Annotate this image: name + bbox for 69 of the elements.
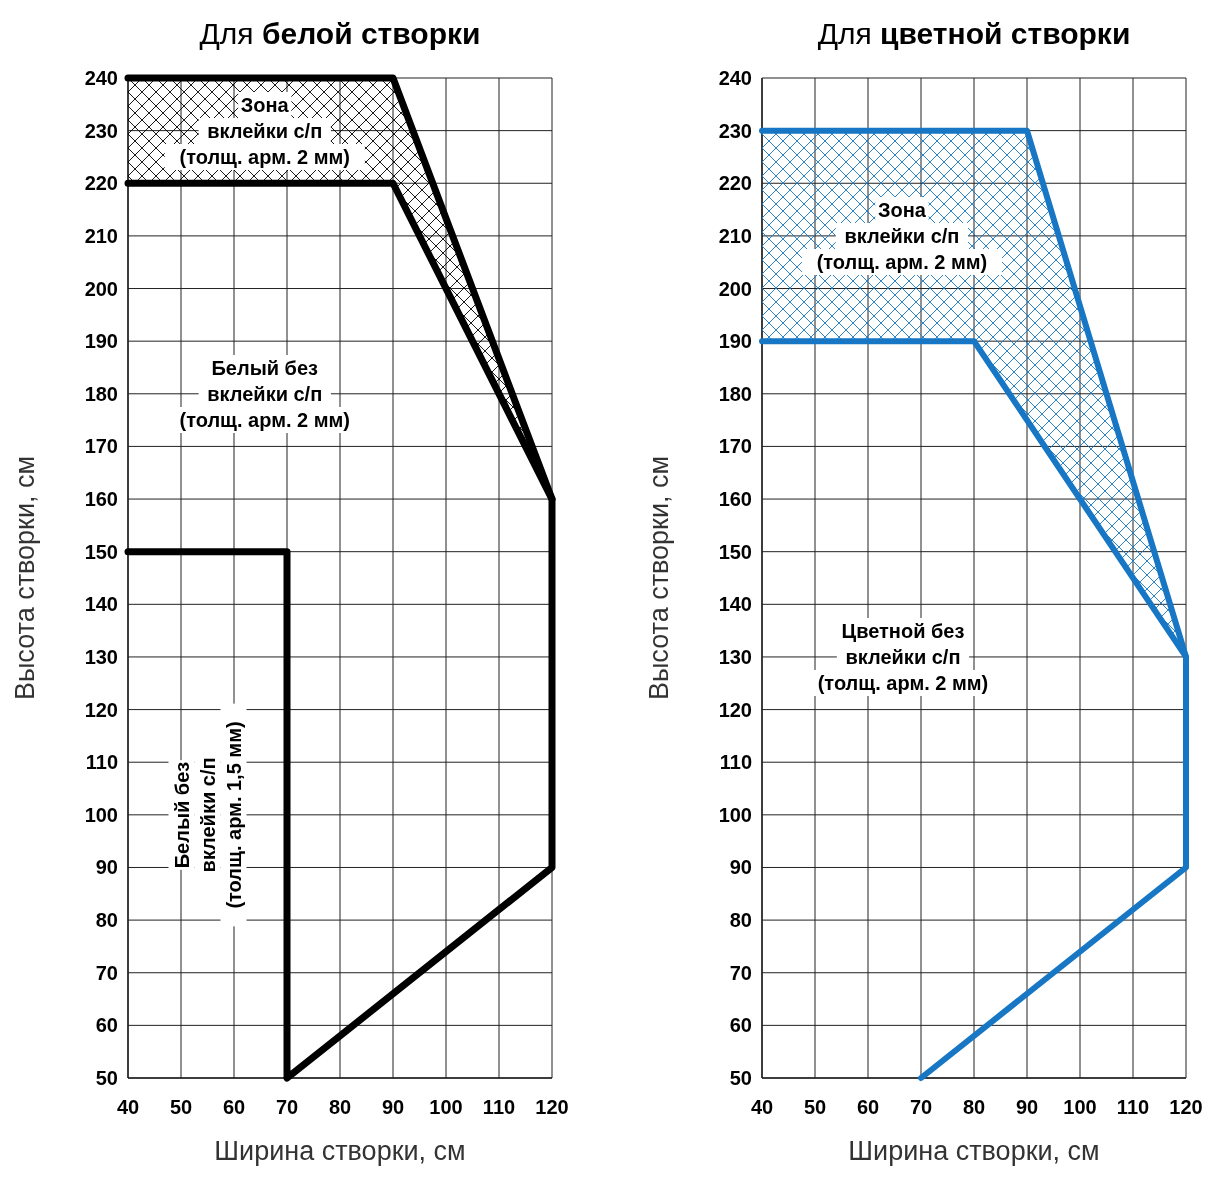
- y-tick-label: 60: [729, 1014, 752, 1037]
- x-tick-label: 80: [962, 1096, 986, 1118]
- y-tick-label: 230: [718, 119, 752, 142]
- x-tick-label: 50: [169, 1096, 193, 1118]
- x-tick-label: 60: [222, 1096, 246, 1118]
- annotation: Зона вклейки с/п (толщ. арм. 2 мм): [179, 94, 351, 168]
- x-tick-label: 70: [909, 1096, 933, 1118]
- x-axis-title: Ширина створки, см: [214, 1136, 466, 1166]
- x-tick-label: 110: [1116, 1096, 1150, 1118]
- annotation: Белый без вклейки с/п (толщ. арм. 1,5 мм): [170, 721, 245, 909]
- x-tick-label: 90: [381, 1096, 405, 1118]
- x-tick-label: 60: [856, 1096, 880, 1118]
- y-tick-label: 50: [95, 1067, 118, 1089]
- chart-title: Для цветной створки: [817, 17, 1131, 50]
- y-tick-label: 110: [85, 751, 118, 774]
- y-tick-label: 140: [718, 593, 752, 616]
- y-tick-label: 110: [719, 751, 752, 774]
- y-axis-title: Высота створки, см: [644, 455, 674, 701]
- y-axis-title: Высота створки, см: [10, 455, 40, 701]
- y-tick-label: 100: [84, 803, 118, 826]
- x-tick-label: 100: [1063, 1096, 1097, 1118]
- y-tick-label: 130: [718, 645, 752, 668]
- y-tick-label: 210: [84, 224, 118, 247]
- y-tick-label: 70: [729, 961, 752, 984]
- y-tick-label: 90: [95, 856, 118, 879]
- y-tick-label: 180: [718, 382, 752, 405]
- x-tick-label: 120: [1169, 1096, 1203, 1118]
- x-tick-label: 100: [429, 1096, 463, 1118]
- x-tick-label: 110: [482, 1096, 516, 1118]
- y-tick-label: 150: [84, 540, 118, 563]
- y-tick-label: 60: [95, 1014, 118, 1037]
- x-tick-label: 50: [803, 1096, 827, 1118]
- y-tick-label: 220: [718, 172, 752, 195]
- x-tick-label: 80: [328, 1096, 352, 1118]
- y-tick-label: 140: [84, 593, 118, 616]
- x-tick-label: 70: [275, 1096, 299, 1118]
- y-tick-label: 190: [84, 330, 118, 353]
- y-tick-label: 170: [718, 435, 752, 458]
- y-tick-label: 80: [95, 909, 118, 932]
- x-tick-label: 90: [1015, 1096, 1039, 1118]
- y-tick-label: 150: [718, 540, 752, 563]
- annotation: Цветной без вклейки с/п (толщ. арм. 2 мм): [817, 620, 989, 694]
- y-tick-label: 230: [84, 119, 118, 142]
- y-tick-label: 160: [718, 488, 752, 511]
- y-tick-label: 70: [95, 961, 118, 984]
- y-tick-label: 240: [718, 67, 752, 89]
- y-tick-label: 100: [718, 803, 752, 826]
- x-tick-label: 40: [750, 1096, 774, 1118]
- y-tick-label: 240: [84, 67, 118, 89]
- y-tick-label: 180: [84, 382, 118, 405]
- y-tick-label: 170: [84, 435, 118, 458]
- y-tick-label: 190: [718, 330, 752, 353]
- y-tick-label: 130: [84, 645, 118, 668]
- x-axis-title: Ширина створки, см: [848, 1136, 1100, 1166]
- y-tick-label: 220: [84, 172, 118, 195]
- y-tick-label: 210: [718, 224, 752, 247]
- y-tick-label: 200: [84, 277, 118, 300]
- annotation: Зона вклейки с/п (толщ. арм. 2 мм): [816, 199, 988, 273]
- y-tick-label: 160: [84, 488, 118, 511]
- y-tick-label: 120: [718, 698, 752, 721]
- y-tick-label: 200: [718, 277, 752, 300]
- y-tick-label: 50: [729, 1067, 752, 1089]
- chart-title: Для белой створки: [199, 17, 481, 50]
- x-tick-label: 40: [116, 1096, 140, 1118]
- x-tick-label: 120: [535, 1096, 569, 1118]
- y-tick-label: 80: [729, 909, 752, 932]
- annotation: Белый без вклейки с/п (толщ. арм. 2 мм): [179, 357, 351, 431]
- y-tick-label: 90: [729, 856, 752, 879]
- y-tick-label: 120: [84, 698, 118, 721]
